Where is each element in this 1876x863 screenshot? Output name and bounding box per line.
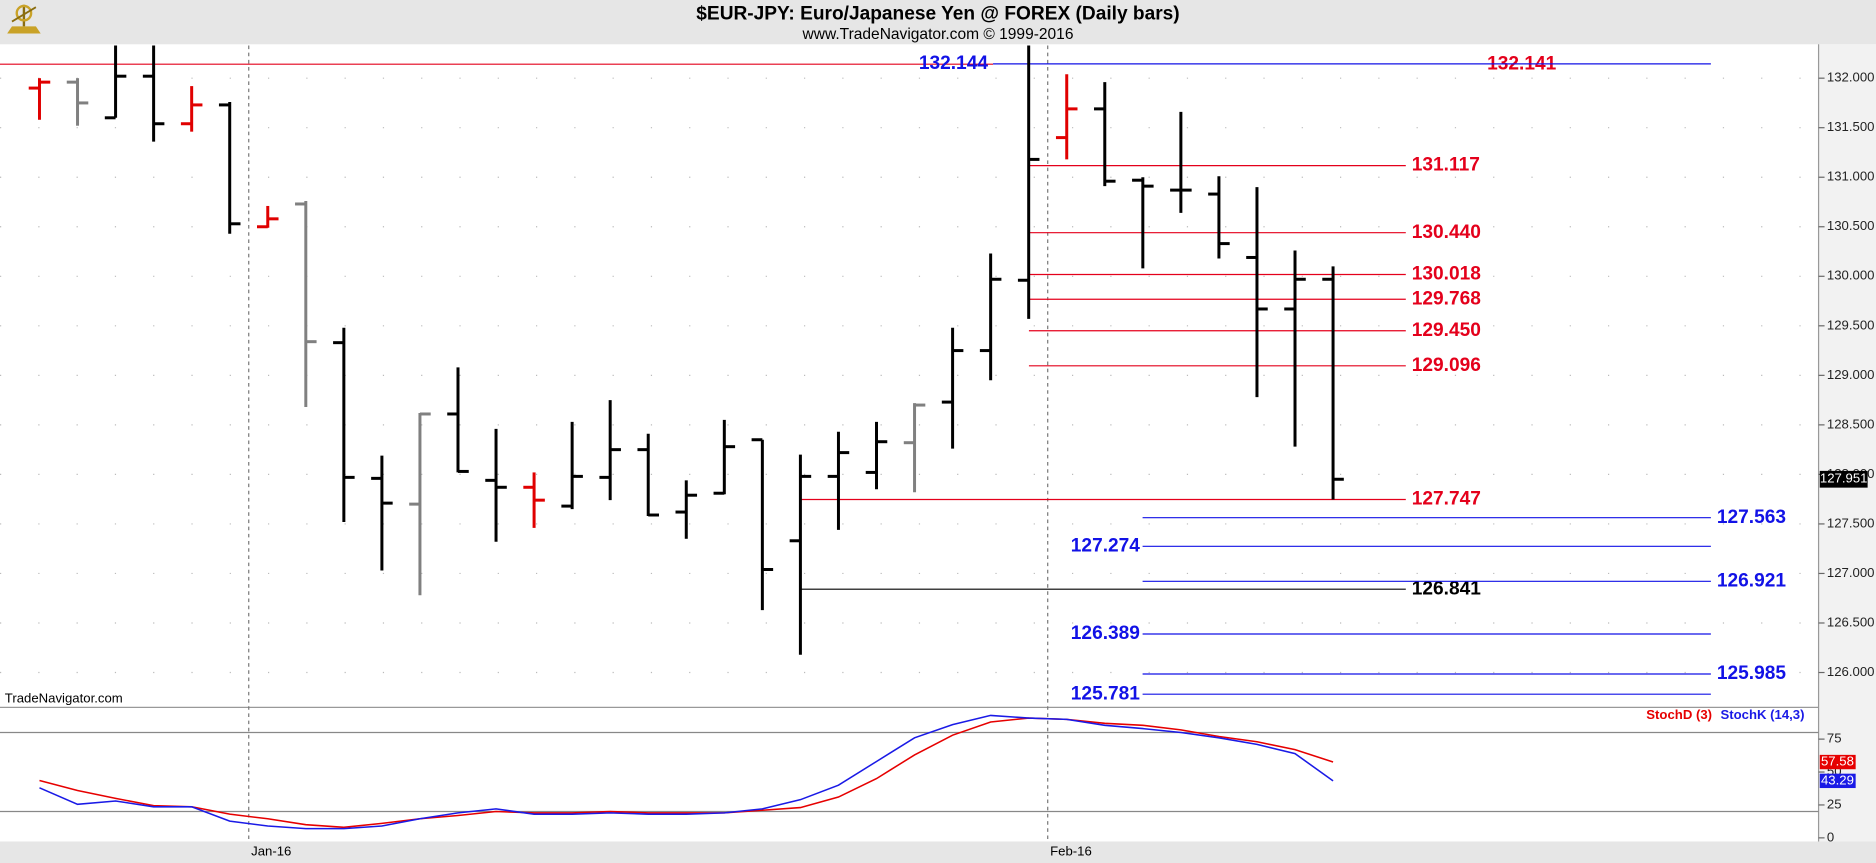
y-tick-label: 129.000 (1827, 367, 1875, 382)
y-tick-label: 131.500 (1827, 119, 1875, 134)
stoch-line (39, 714, 1334, 830)
level-label: 131.117 (1412, 155, 1480, 176)
y-tick-label: 128.500 (1827, 416, 1875, 431)
level-label: 130.018 (1412, 264, 1481, 285)
level-label: 127.274 (1071, 535, 1140, 556)
level-label: 129.096 (1412, 355, 1481, 376)
chart-subtitle: www.TradeNavigator.com © 1999-2016 (802, 26, 1074, 43)
x-axis-band (0, 841, 1876, 863)
y-tick-label: 25 (1827, 796, 1842, 811)
level-label: 126.389 (1071, 623, 1140, 644)
stoch-line (39, 717, 1334, 829)
last-price-label: 127.951 (1820, 471, 1868, 486)
last-price-box (1819, 470, 1868, 488)
x-tick-label: Feb-16 (1050, 844, 1092, 859)
logo (7, 4, 41, 34)
level-label: 125.781 (1071, 683, 1140, 704)
y-tick-label: 75 (1827, 731, 1842, 746)
y-tick-label: 131.000 (1827, 169, 1875, 184)
x-tick-label: Jan-16 (251, 844, 291, 859)
y-tick-label: 126.500 (1827, 614, 1875, 629)
level-label: 129.768 (1412, 288, 1481, 309)
legend-entry: StochK (14,3) (1720, 707, 1804, 722)
value-box-label: 57.58 (1821, 754, 1854, 769)
level-label: 126.841 (1412, 578, 1481, 599)
y-tick-label: 0 (1827, 829, 1834, 844)
level-label: 127.747 (1412, 489, 1481, 510)
level-label: 130.440 (1412, 222, 1481, 243)
value-box-label: 43.29 (1821, 772, 1854, 787)
level-label: 132.144 (919, 53, 988, 74)
level-label: 125.985 (1717, 663, 1786, 684)
y-axis-band (1818, 44, 1876, 842)
y-tick-label: 130.500 (1827, 218, 1875, 233)
value-box (1819, 754, 1856, 770)
watermark: TradeNavigator.com (5, 690, 123, 705)
y-tick-label: 129.500 (1827, 317, 1875, 332)
level-label: 129.450 (1412, 320, 1481, 341)
y-tick-label: 127.000 (1827, 565, 1875, 580)
level-label: 126.921 (1717, 570, 1786, 591)
y-tick-label: 130.000 (1827, 268, 1875, 283)
y-tick-label: 126.000 (1827, 664, 1875, 679)
chart-title: $EUR-JPY: Euro/Japanese Yen @ FOREX (Dai… (696, 3, 1179, 24)
value-box (1819, 773, 1856, 789)
legend-entry: StochD (3) (1646, 707, 1712, 722)
header-band (0, 0, 1876, 45)
y-tick-label: 127.500 (1827, 515, 1875, 530)
level-label: 127.563 (1717, 507, 1786, 528)
y-tick-label: 132.000 (1827, 70, 1875, 85)
